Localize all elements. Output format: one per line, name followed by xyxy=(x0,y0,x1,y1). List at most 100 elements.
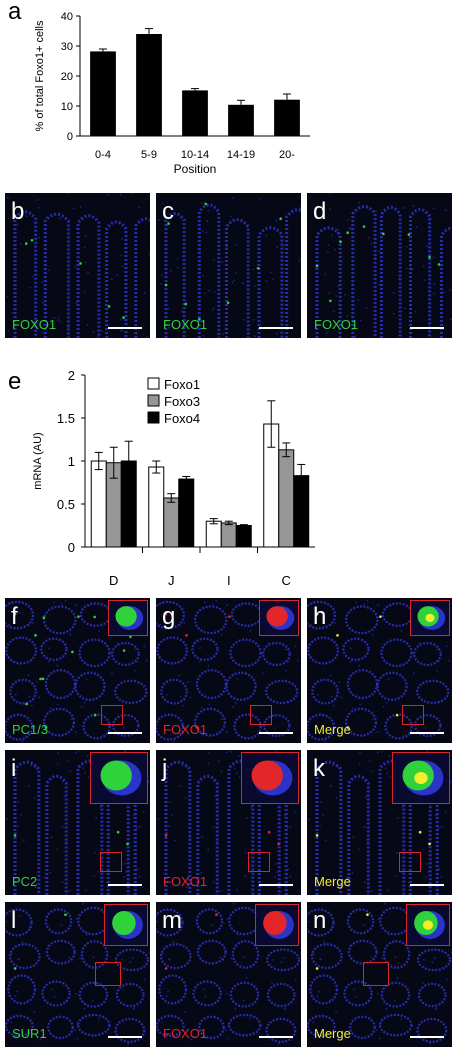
nucleus-dot xyxy=(91,1034,94,1037)
nucleus-dot xyxy=(444,209,447,212)
nucleus-dot xyxy=(262,672,264,675)
nucleus-dot xyxy=(134,648,137,651)
nucleus-dot xyxy=(299,258,301,261)
nucleus-dot xyxy=(398,277,401,280)
nucleus-dot xyxy=(335,295,338,297)
crypt-outline xyxy=(115,982,145,1008)
nucleus-dot xyxy=(308,818,311,821)
nucleus-dot xyxy=(346,876,348,879)
nucleus-dot xyxy=(121,958,124,961)
bar xyxy=(136,34,162,136)
nucleus-dot xyxy=(57,316,60,319)
nucleus-dot xyxy=(237,755,240,757)
nucleus-dot xyxy=(409,834,412,837)
panel-label-m: m xyxy=(162,907,182,934)
stain-label: Merge xyxy=(314,722,351,737)
nucleus-dot xyxy=(63,795,66,798)
crypt-outline xyxy=(382,940,411,969)
nucleus-dot xyxy=(376,1029,378,1032)
scale-bar xyxy=(259,732,293,734)
nucleus-dot xyxy=(67,193,69,195)
crypt-outline xyxy=(191,637,219,661)
nucleus-dot xyxy=(325,331,328,334)
nucleus-dot xyxy=(444,810,447,813)
zoom-inset xyxy=(406,904,450,946)
bar xyxy=(90,51,116,136)
nucleus-dot xyxy=(371,633,374,636)
nucleus-dot xyxy=(32,622,35,624)
villus-outline xyxy=(409,207,432,338)
region-of-interest-box xyxy=(95,962,121,986)
zoom-inset xyxy=(108,600,148,636)
inset-cell xyxy=(112,911,136,935)
nucleus-dot xyxy=(41,331,44,334)
crypt-outline xyxy=(156,908,184,937)
nucleus-dot xyxy=(226,604,228,606)
nucleus-dot xyxy=(254,285,256,288)
nucleus-dot xyxy=(157,818,160,821)
nucleus-dot xyxy=(384,767,387,770)
nucleus-dot xyxy=(10,1021,13,1024)
y-tick-label: 0.5 xyxy=(57,497,75,512)
nucleus-dot xyxy=(340,696,343,699)
nucleus-dot xyxy=(48,269,51,272)
bar-foxo3 xyxy=(278,449,295,548)
crypt-outline xyxy=(381,602,414,627)
nucleus-dot xyxy=(222,959,225,961)
nucleus-dot xyxy=(286,827,289,829)
nucleus-dot xyxy=(200,707,203,710)
nucleus-dot xyxy=(17,825,19,828)
legend-label: Foxo4 xyxy=(164,411,200,426)
nucleus-dot xyxy=(123,862,126,865)
nucleus-dot xyxy=(334,622,337,624)
y-tick-label: 1 xyxy=(68,454,75,469)
nucleus-dot xyxy=(84,772,87,774)
panel-label-g: g xyxy=(162,603,176,630)
nucleus-dot xyxy=(283,245,285,247)
nucleus-dot xyxy=(198,660,201,663)
positive-cell xyxy=(379,615,382,618)
positive-cell xyxy=(437,263,441,266)
micrograph-n: Merge xyxy=(307,902,452,1047)
scale-bar xyxy=(259,327,293,329)
positive-cell xyxy=(198,317,201,321)
nucleus-dot xyxy=(44,876,46,879)
inset-cell xyxy=(263,911,287,935)
nucleus-dot xyxy=(425,875,427,878)
stain-label: FOXO1 xyxy=(314,317,359,332)
nucleus-dot xyxy=(367,236,370,239)
bar xyxy=(228,104,254,136)
crypt-outline xyxy=(9,678,37,705)
nucleus-dot xyxy=(232,197,234,200)
crypt-outline xyxy=(114,1017,146,1044)
crypt-outline xyxy=(7,974,37,1005)
nucleus-dot xyxy=(376,751,379,754)
nucleus-dot xyxy=(312,601,314,604)
nucleus-dot xyxy=(208,751,210,754)
crypt-outline xyxy=(379,1013,413,1037)
nucleus-dot xyxy=(386,772,389,774)
bar-foxo4 xyxy=(235,525,252,548)
nucleus-dot xyxy=(328,999,331,1002)
nucleus-dot xyxy=(83,701,86,704)
nucleus-dot xyxy=(404,307,406,310)
nucleus-dot xyxy=(280,961,283,964)
nucleus-dot xyxy=(359,319,362,322)
x-tick-label: 20- xyxy=(279,149,295,161)
nucleus-dot xyxy=(61,780,64,783)
legend-swatch xyxy=(147,411,160,424)
tissue-image xyxy=(315,193,452,338)
micrograph-g: FOXO1 xyxy=(156,598,301,743)
crypt-outline xyxy=(78,981,109,1008)
positive-cell xyxy=(428,842,431,846)
nucleus-dot xyxy=(336,886,339,889)
nucleus-dot xyxy=(402,207,405,209)
nucleus-dot xyxy=(86,324,89,326)
scale-bar xyxy=(410,884,444,886)
region-of-interest-box xyxy=(363,962,389,986)
crypt-outline xyxy=(156,636,189,665)
nucleus-dot xyxy=(207,762,210,765)
scale-bar xyxy=(108,1036,142,1038)
panel-label-j: j xyxy=(162,755,168,782)
nucleus-dot xyxy=(202,334,205,337)
